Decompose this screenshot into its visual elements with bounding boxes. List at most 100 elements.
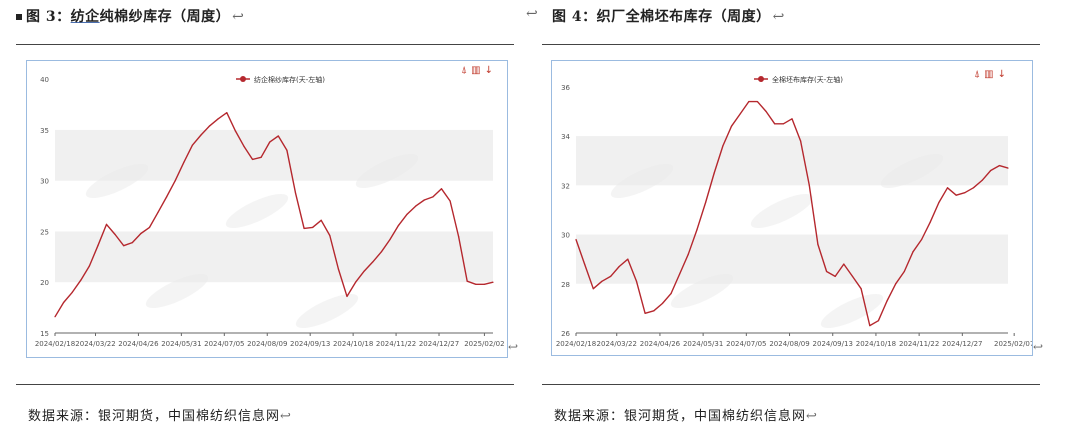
- data-point: [320, 219, 322, 221]
- data-point: [260, 156, 262, 158]
- data-point: [114, 233, 116, 236]
- data-point: [627, 258, 629, 260]
- figure-3-title-rest: 纯棉纱库存（周度）: [99, 9, 231, 25]
- download-icon[interactable]: ↓: [997, 69, 1010, 80]
- figure-4-bottom-rule: [542, 384, 1040, 385]
- data-point: [483, 283, 486, 285]
- line-chart-icon[interactable]: ⍋: [461, 65, 472, 76]
- data-point: [217, 118, 219, 120]
- data-point: [354, 281, 357, 283]
- data-point: [148, 226, 151, 228]
- data-point: [423, 199, 425, 201]
- data-point: [475, 283, 477, 285]
- data-point: [449, 200, 451, 202]
- data-point: [661, 302, 663, 305]
- x-tick-label: 2024/09/13: [813, 340, 853, 348]
- data-point: [1007, 167, 1009, 169]
- data-point: [765, 110, 767, 113]
- data-point: [234, 130, 236, 132]
- data-point: [575, 238, 577, 241]
- figure-4-title-text: 图 4：织厂全棉坯布库存（周度）: [552, 9, 771, 25]
- data-point: [397, 224, 400, 226]
- y-tick-label: 25: [40, 228, 49, 236]
- return-mark-icon: ↩: [280, 409, 292, 424]
- data-point: [782, 123, 784, 125]
- chart-4-toolbar[interactable]: ⍋▥↓: [974, 69, 1010, 80]
- data-point: [286, 149, 288, 151]
- data-point: [834, 275, 836, 277]
- chart-3-toolbar[interactable]: ⍋▥↓: [461, 65, 497, 76]
- series-line: [54, 112, 494, 318]
- data-point: [337, 268, 340, 270]
- y-tick-label: 36: [561, 84, 570, 92]
- watermark-logo: [85, 164, 149, 198]
- x-tick-label: 2024/05/31: [161, 340, 201, 348]
- y-tick-label: 15: [40, 330, 49, 338]
- data-point: [895, 283, 897, 285]
- data-point: [722, 145, 724, 147]
- watermark-logo: [610, 164, 674, 198]
- return-mark-icon: ↩: [232, 9, 245, 25]
- figure-3-source-text: 数据来源：银河期货，中国棉纺织信息网: [28, 409, 281, 424]
- y-tick-label: 30: [40, 178, 49, 186]
- watermark-logo: [355, 154, 419, 188]
- data-point: [131, 242, 133, 244]
- data-point: [756, 101, 759, 103]
- data-point: [921, 238, 923, 241]
- x-tick-label: 2024/03/22: [75, 340, 115, 348]
- data-point: [791, 118, 793, 120]
- x-tick-label: 2024/04/26: [118, 340, 159, 348]
- grid-band: [576, 234, 1008, 284]
- x-tick-label: 2025/02/02: [464, 340, 504, 348]
- data-point: [670, 293, 672, 295]
- figure-4-title: 图 4：织厂全棉坯布库存（周度） ↩: [552, 6, 785, 26]
- x-tick-label: 2024/10/18: [333, 340, 373, 348]
- download-icon[interactable]: ↓: [484, 65, 497, 76]
- grid-band: [55, 231, 493, 283]
- data-point: [817, 243, 819, 245]
- legend-label: 纺企棉纱库存(天-左轴): [254, 75, 325, 84]
- data-point: [990, 169, 992, 172]
- x-tick-label: 2024/10/18: [856, 340, 896, 348]
- data-point: [584, 263, 586, 265]
- y-tick-label: 40: [40, 76, 49, 84]
- x-tick-label: 2024/12/27: [942, 340, 982, 348]
- chart-3-svg: 15 20 25 30 35 40 2024/02/18 2024/03/22 2024/04/…: [35, 75, 505, 348]
- data-point: [981, 179, 983, 181]
- data-point: [88, 265, 90, 267]
- data-point: [200, 134, 202, 136]
- figure-4-source: 数据来源：银河期货，中国棉纺织信息网↩: [554, 405, 818, 424]
- return-mark-icon: ↩: [526, 6, 538, 22]
- data-point: [955, 194, 957, 196]
- x-tick-label: 2024/02/18: [556, 340, 596, 348]
- line-chart-icon[interactable]: ⍋: [974, 69, 985, 80]
- data-point: [825, 270, 828, 273]
- data-point: [346, 295, 348, 298]
- y-tick-label: 28: [561, 281, 570, 289]
- x-tick-label: 2024/11/22: [899, 340, 939, 348]
- y-tick-label: 20: [40, 279, 49, 287]
- data-point: [705, 201, 707, 204]
- data-point: [251, 158, 254, 160]
- data-point: [466, 280, 468, 282]
- data-point: [938, 201, 940, 204]
- data-point: [363, 270, 365, 272]
- data-point: [730, 125, 733, 127]
- data-point: [389, 238, 391, 241]
- watermark-logo: [295, 294, 359, 328]
- x-tick-label: 2024/02/18: [35, 340, 75, 348]
- return-mark-icon: ↩: [508, 340, 519, 354]
- data-point: [243, 145, 245, 147]
- y-tick-label: 26: [561, 330, 570, 338]
- data-point: [380, 251, 382, 253]
- data-point: [372, 261, 374, 263]
- bar-chart-icon[interactable]: ▥: [471, 65, 485, 76]
- data-point: [972, 187, 975, 189]
- watermark-logo: [820, 294, 884, 328]
- return-mark-icon: ↩: [806, 409, 818, 424]
- data-point: [54, 316, 56, 318]
- data-point: [808, 184, 810, 186]
- chart-4-svg: 26 28 30 32 34 36 2024/02/18 2024/03/22 2024/04/…: [556, 75, 1032, 348]
- figure-3-bottom-rule: [16, 384, 514, 385]
- bar-chart-icon[interactable]: ▥: [984, 69, 998, 80]
